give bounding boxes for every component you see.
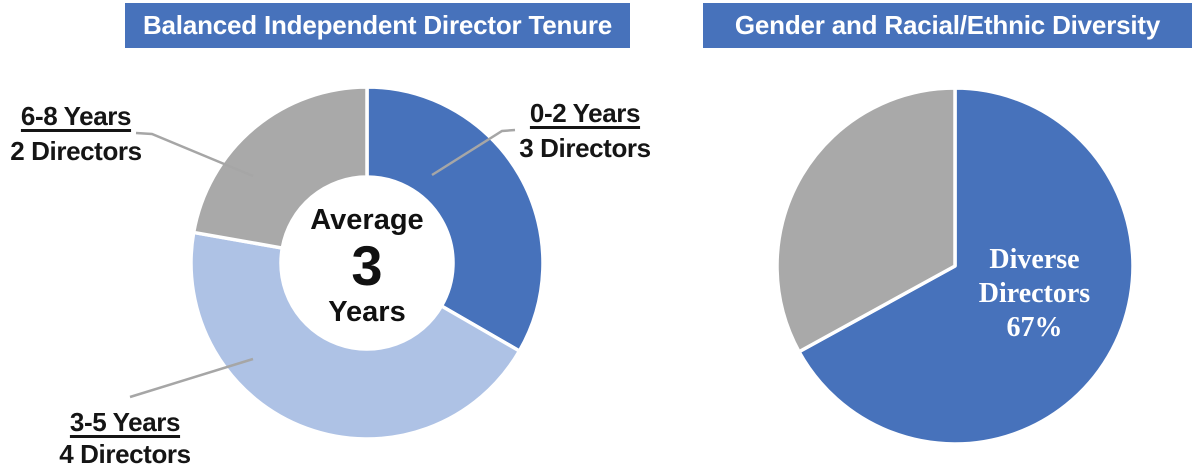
tenure-label-3-5-years: 3-5 Years 4 Directors (44, 406, 206, 470)
diverse-directors-label-line1: Diverse (989, 244, 1080, 275)
diverse-directors-label-line2: Directors (978, 278, 1091, 309)
tenure-slice-6-8-years (191, 85, 369, 250)
diversity-slice-other (775, 86, 957, 354)
leader-line (135, 131, 254, 178)
diversity-chart-title: Gender and Racial/Ethnic Diversity (703, 3, 1192, 48)
diverse-directors-label: Diverse Directors 67% (952, 243, 1117, 345)
tenure-label-6-8-years-range: 6-8 Years (20, 101, 132, 131)
diversity-slice-diverse-directors (797, 86, 1135, 446)
tenure-slice-0-2-years (365, 85, 545, 353)
donut-center-value: 3 (351, 234, 383, 297)
tenure-label-0-2-years-count: 3 Directors (519, 133, 651, 163)
tenure-label-0-2-years: 0-2 Years 3 Directors (500, 96, 670, 166)
donut-center-average: Average (310, 204, 424, 236)
tenure-label-0-2-years-range: 0-2 Years (529, 98, 641, 128)
donut-center-years: Years (328, 296, 406, 328)
diverse-directors-label-pct: 67% (1006, 312, 1063, 343)
tenure-slice-3-5-years (189, 230, 522, 441)
tenure-label-6-8-years-count: 2 Directors (10, 136, 142, 166)
leader-line (129, 357, 254, 399)
leader-line (431, 128, 516, 177)
donut-center-label: Average 3 Years (267, 203, 467, 329)
tenure-label-3-5-years-count: 4 Directors (59, 439, 191, 469)
tenure-label-6-8-years: 6-8 Years 2 Directors (0, 99, 152, 169)
tenure-label-3-5-years-range: 3-5 Years (69, 407, 181, 437)
tenure-chart-title: Balanced Independent Director Tenure (125, 3, 630, 48)
